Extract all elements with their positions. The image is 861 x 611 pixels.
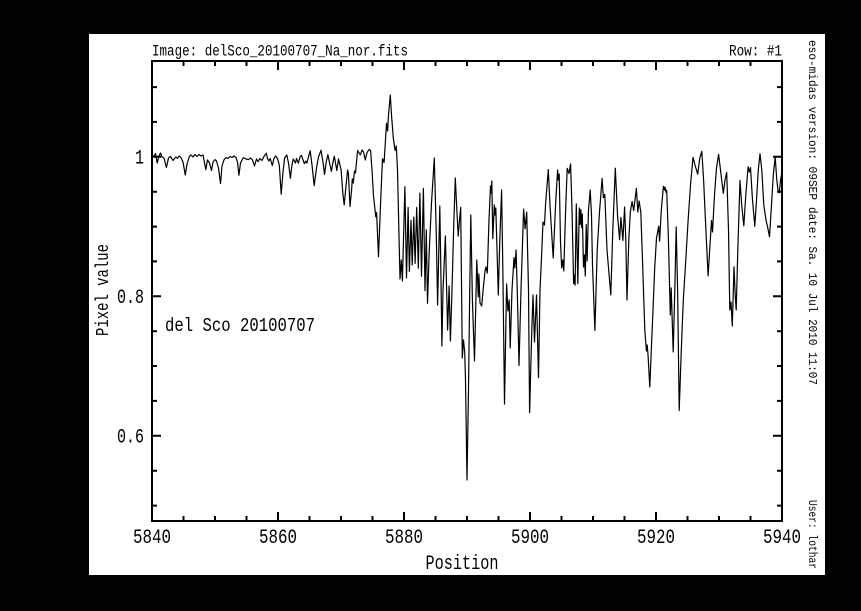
svg-text:Pixel value: Pixel value [92,244,114,336]
svg-text:del Sco 20100707: del Sco 20100707 [165,316,315,337]
svg-text:Row: #1: Row: #1 [729,44,782,61]
svg-text:5860: 5860 [259,527,297,550]
svg-text:1: 1 [135,148,144,171]
svg-text:Position: Position [426,553,499,576]
svg-text:5880: 5880 [385,527,423,550]
svg-text:5940: 5940 [763,527,801,550]
svg-text:date: Sa. 10 Jul 2010 11:07: date: Sa. 10 Jul 2010 11:07 [805,207,818,385]
svg-text:Image: delSco_20100707_Na_nor: Image: delSco_20100707_Na_nor.fits [152,44,408,61]
svg-text:eso-midas version: 09SEP: eso-midas version: 09SEP [805,40,818,200]
svg-text:5900: 5900 [511,527,549,550]
svg-text:5920: 5920 [637,527,675,550]
svg-text:5840: 5840 [133,527,171,550]
svg-text:0.8: 0.8 [117,287,144,310]
svg-text:0.6: 0.6 [117,427,144,450]
svg-text:User: lothar: User: lothar [805,500,818,569]
